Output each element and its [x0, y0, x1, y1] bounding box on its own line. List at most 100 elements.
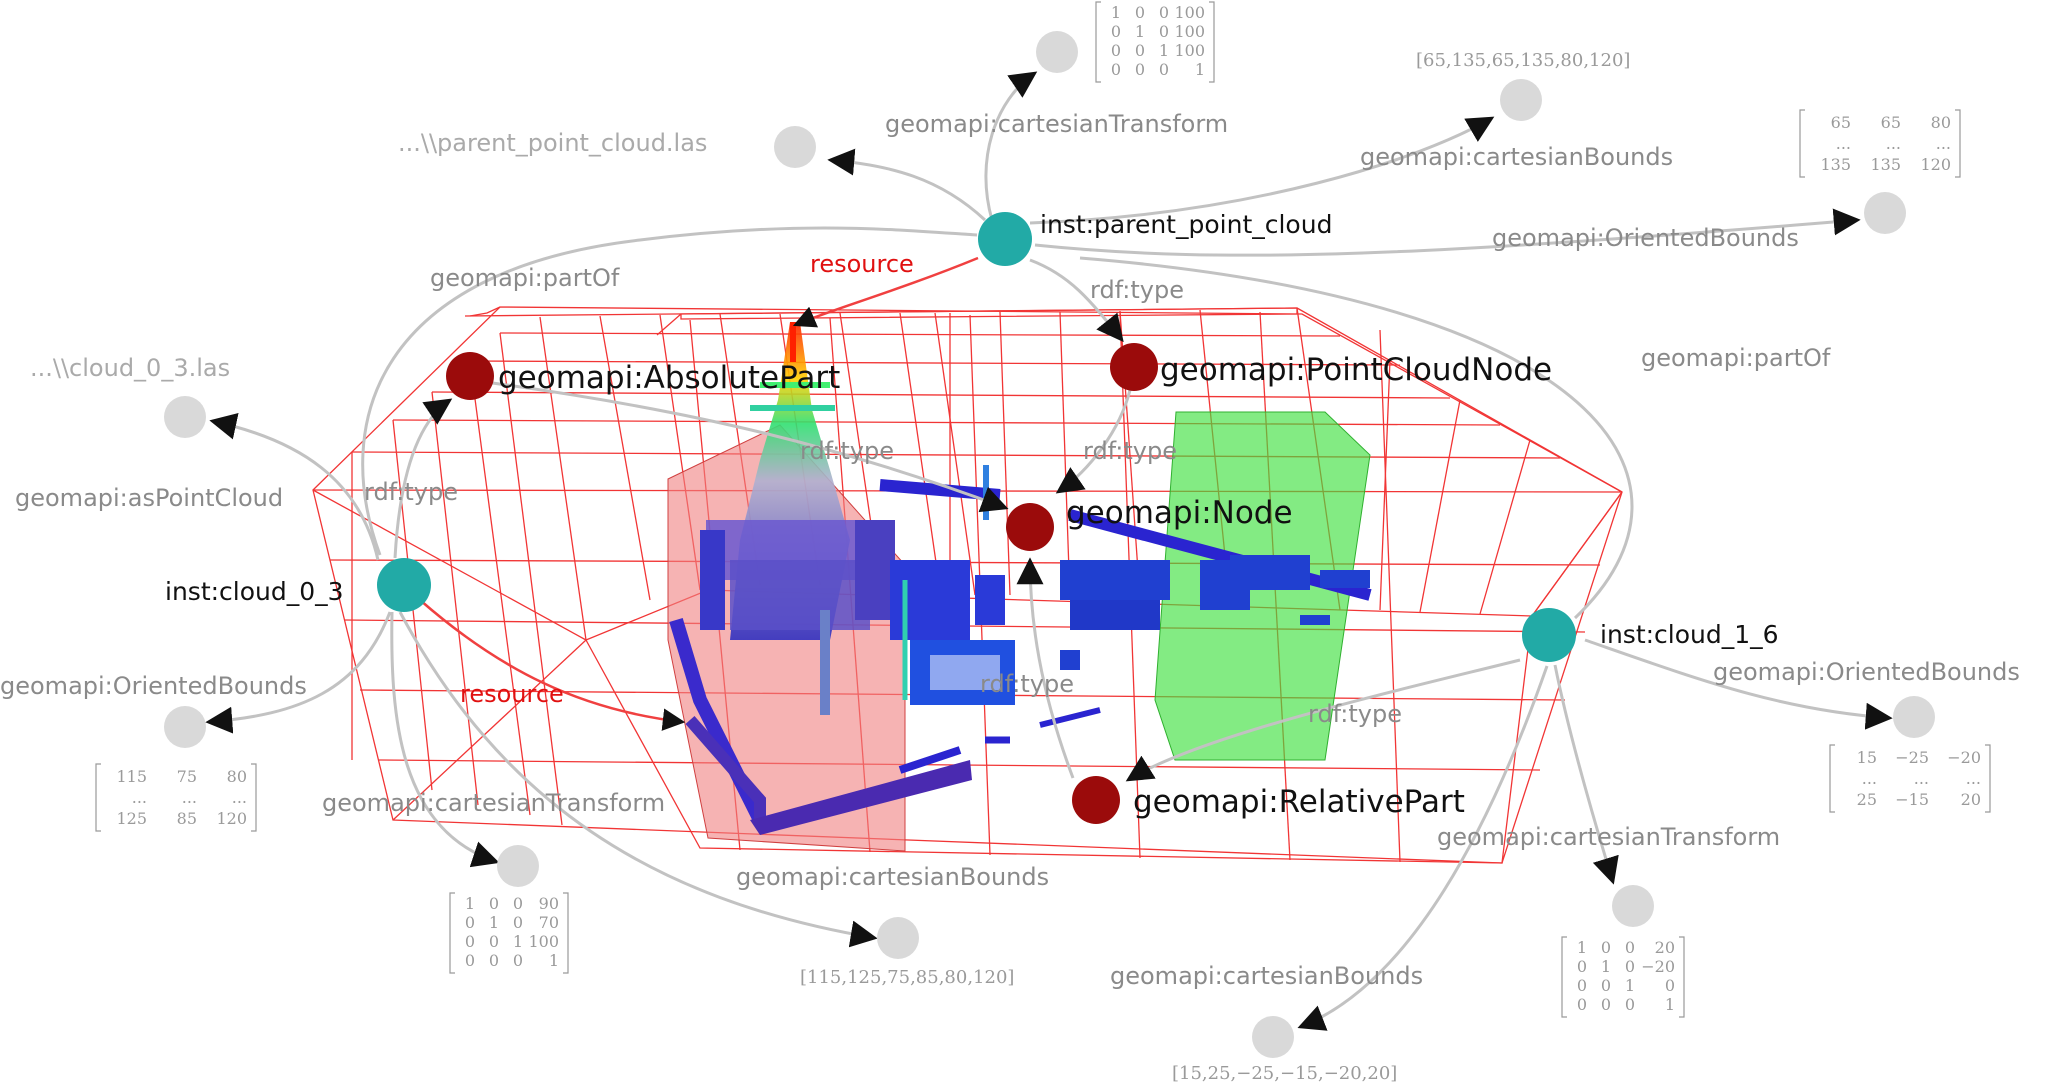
- matrix-cell: 135: [1870, 155, 1901, 174]
- point-cloud-scene: [312, 306, 1623, 864]
- node-point-cloud-node[interactable]: [1110, 343, 1158, 391]
- literal-cloud16-oriented[interactable]: [1893, 696, 1935, 738]
- edge-label-parent-bounds: geomapi:cartesianBounds: [1360, 143, 1673, 171]
- label-cloud03-bounds: [115,125,75,85,80,120]: [800, 967, 1014, 988]
- matrix-bracket: [449, 892, 569, 974]
- edge-label-cloud03-resource: resource: [460, 680, 564, 708]
- edge-labels: geomapi:cartesianTransform geomapi:carte…: [0, 110, 2020, 990]
- matrix-cell: 20: [1655, 938, 1675, 957]
- matrix-cell: 85: [177, 809, 197, 828]
- label-parent-path: ...\\parent_point_cloud.las: [398, 129, 707, 157]
- matrix-cell: 0: [1601, 995, 1611, 1014]
- edge-cloud16-transform: [1553, 664, 1619, 885]
- literal-cloud03-path[interactable]: [164, 396, 206, 438]
- label-cloud03-path: ...\\cloud_0_3.las: [30, 354, 230, 382]
- literal-cloud16-bounds[interactable]: [1252, 1016, 1294, 1058]
- edge-cloud16-type: [1125, 658, 1521, 782]
- matrix-cell: −20: [1947, 748, 1981, 767]
- matrix-cell: 0: [1577, 957, 1587, 976]
- edge-parent-resource: [792, 256, 979, 328]
- edge-label-cloud16-type: rdf:type: [1308, 700, 1402, 728]
- matrix-cell: 90: [539, 894, 559, 913]
- matrix-cell: ...: [1966, 769, 1981, 788]
- matrix-cell: 15: [1857, 748, 1877, 767]
- literal-cloud03-bounds[interactable]: [877, 917, 919, 959]
- matrix-cell: −25: [1895, 748, 1929, 767]
- matrix-cell: 120: [216, 809, 247, 828]
- matrix-bracket: [95, 763, 257, 832]
- edge-label-cloud16-transform: geomapi:cartesianTransform: [1437, 823, 1780, 851]
- node-relative-part[interactable]: [1072, 776, 1120, 824]
- edge-absolute-node: [469, 378, 1009, 513]
- matrix-cell: 1: [1135, 22, 1145, 41]
- point-cloud-geometry: [669, 322, 1372, 835]
- matrix-cell: 0: [1111, 22, 1121, 41]
- matrix-cell: 115: [116, 767, 147, 786]
- matrix-cell: 1: [549, 951, 559, 970]
- node-node[interactable]: [1006, 503, 1054, 551]
- matrix-cell: ...: [132, 788, 147, 807]
- matrix-cell: 65: [1881, 113, 1901, 132]
- matrix-cell: 0: [513, 913, 523, 932]
- node-parent-point-cloud[interactable]: [978, 212, 1032, 266]
- matrix-cell: 0: [1625, 995, 1635, 1014]
- matrix-cell: 1: [1665, 995, 1675, 1014]
- matrix-cell: ...: [1836, 134, 1851, 153]
- matrix-cloud16-transform: 1 0 0 200 1 0 −200 0 1 00 0 0 1: [1561, 936, 1685, 1018]
- matrix-cell: 0: [1601, 976, 1611, 995]
- matrix-cell: 1: [1111, 3, 1121, 22]
- label-relative-part: geomapi:RelativePart: [1133, 784, 1465, 820]
- matrix-cell: 0: [1601, 938, 1611, 957]
- matrix-cell: 1: [1577, 938, 1587, 957]
- edge-label-cloud03-transform: geomapi:cartesianTransform: [322, 789, 665, 817]
- literal-cloud03-transform[interactable]: [497, 845, 539, 887]
- edge-pcnode-node: [1055, 389, 1132, 494]
- matrix-cell: 0: [465, 913, 475, 932]
- node-absolute-part[interactable]: [446, 352, 494, 400]
- label-parent-bounds: [65,135,65,135,80,120]: [1416, 50, 1630, 71]
- graph-nodes: [164, 31, 1935, 1058]
- edge-parent-oriented: [1034, 208, 1861, 257]
- edge-cloud03-transform: [390, 611, 500, 868]
- matrix-cell: 0: [1135, 3, 1145, 22]
- literal-parent-transform[interactable]: [1036, 31, 1078, 73]
- literal-parent-oriented[interactable]: [1864, 192, 1906, 234]
- edge-label-parent-resource: resource: [810, 250, 914, 278]
- matrix-cell: 80: [227, 767, 247, 786]
- node-cloud-1-6[interactable]: [1522, 608, 1576, 662]
- matrix-cell: 0: [1665, 976, 1675, 995]
- literal-cloud16-transform[interactable]: [1612, 885, 1654, 927]
- edge-label-parent-type: rdf:type: [1090, 276, 1184, 304]
- matrix-cell: 25: [1857, 790, 1877, 809]
- matrix-cell: 1: [513, 932, 523, 951]
- matrix-cell: 0: [1135, 41, 1145, 60]
- edge-label-cloud16-bounds: geomapi:cartesianBounds: [1110, 962, 1423, 990]
- matrix-bracket: [1799, 109, 1961, 178]
- matrix-cell: 70: [539, 913, 559, 932]
- edge-label-parent-transform: geomapi:cartesianTransform: [885, 110, 1228, 138]
- literal-cloud03-oriented[interactable]: [164, 706, 206, 748]
- matrix-cell: 1: [489, 913, 499, 932]
- matrix-cell: 1: [1195, 60, 1205, 79]
- matrix-cell: 0: [489, 932, 499, 951]
- matrix-cell: 0: [1159, 60, 1169, 79]
- matrix-cell: 75: [177, 767, 197, 786]
- literal-parent-bounds[interactable]: [1500, 79, 1542, 121]
- edge-label-pcnode-type: rdf:type: [1083, 437, 1177, 465]
- matrix-cell: ...: [1936, 134, 1951, 153]
- label-cloud-0-3: inst:cloud_0_3: [165, 577, 344, 606]
- matrix-cell: ...: [182, 788, 197, 807]
- matrix-cell: ...: [1862, 769, 1877, 788]
- matrix-cell: −20: [1641, 957, 1675, 976]
- matrix-cloud16-oriented: 15 −25 −20...... ... 25 −15 20: [1829, 744, 1991, 813]
- node-cloud-0-3[interactable]: [377, 558, 431, 612]
- matrix-cell: 120: [1920, 155, 1951, 174]
- edge-cloud03-oriented: [205, 611, 392, 734]
- matrix-cell: 0: [1159, 22, 1169, 41]
- matrix-cell: 100: [528, 932, 559, 951]
- matrix-cell: 0: [1111, 60, 1121, 79]
- matrix-cell: 1: [465, 894, 475, 913]
- literal-parent-path[interactable]: [774, 126, 816, 168]
- edge-parent-type: [1029, 258, 1124, 343]
